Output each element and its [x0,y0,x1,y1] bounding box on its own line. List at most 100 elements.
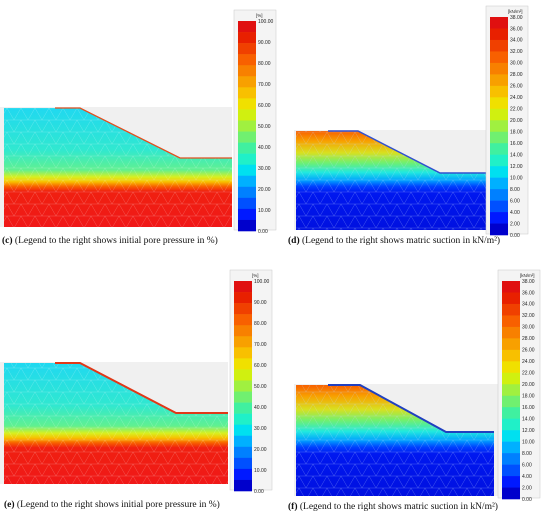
legend-tick-label: 8.00 [510,187,520,193]
legend-color-swatch [238,21,256,33]
panel-e-slope-surface [55,362,228,414]
legend-tick-label: 80.00 [258,61,271,67]
legend-color-swatch [234,347,252,359]
legend-color-swatch [502,349,520,362]
legend-tick-label: 0.00 [510,233,520,239]
legend-tick-label: 4.00 [522,474,532,480]
panel-d-caption: (d) (Legend to the right shows matric su… [288,236,500,246]
panel-e-caption-letter: (e) [4,500,15,510]
legend-color-swatch [238,142,256,154]
legend-tick-label: 32.00 [510,49,523,55]
legend-tick-label: 0.00 [258,229,268,235]
legend-color-swatch [234,281,252,293]
panel-d-slope-surface [328,130,486,174]
panel-c-caption-letter: (c) [2,236,13,246]
legend-color-swatch [234,424,252,437]
legend-color-swatch [490,74,508,87]
legend-color-swatch [238,32,256,44]
legend-color-swatch [502,441,520,454]
panel-f-legend: [kN/m²]38.00 36.00 34.00 32.00 30.00 28.00 26.… [497,269,541,503]
legend-tick-label: 12.00 [522,428,535,434]
legend-color-swatch [502,326,520,339]
legend-color-swatch [490,85,508,98]
legend-color-swatch [234,446,252,459]
panel-d: [kN/m²] 38.00 36.00 34.00 32.00 30.00 28.00 26.… [278,0,550,258]
legend-tick-label: 30.00 [510,61,523,67]
legend-color-swatch [238,54,256,66]
legend-color-swatch [502,487,520,500]
legend-tick-label: 24.00 [510,95,523,101]
panel-c: [%] 100.00 90.00 80.00 70.00 60.00 50.00 40.00 3… [0,0,277,258]
legend-tick-label: 40.00 [254,405,267,411]
legend-color-swatch [490,120,508,133]
legend-color-swatch [238,164,256,177]
panel-f-caption: (f) (Legend to the right shows matric su… [288,502,498,512]
legend-color-swatch [234,391,252,403]
legend-tick-label: 0.00 [522,497,532,503]
legend-tick-label: 30.00 [254,426,267,432]
legend-color-swatch [238,76,256,88]
legend-tick-label: 90.00 [254,300,267,306]
legend-tick-label: 36.00 [522,290,535,296]
panel-e-caption: (e) (Legend to the right shows initial p… [4,500,220,510]
panel-f-caption-letter: (f) [288,502,298,512]
panel-d-legend: [kN/m²]38.00 36.00 34.00 32.00 30.00 28.00 26.… [485,5,529,239]
legend-color-swatch [490,189,508,201]
legend-tick-label: 100.00 [258,19,274,25]
legend-color-swatch [238,65,256,77]
legend-color-swatch [238,175,256,188]
legend-tick-label: 32.00 [522,313,535,319]
legend-color-swatch [234,457,252,470]
legend-color-swatch [502,464,520,477]
legend-tick-label: 30.00 [522,325,535,331]
legend-color-swatch [490,177,508,190]
legend-tick-label: 20.00 [254,447,267,453]
panel-d-caption-text: (Legend to the right shows matric suctio… [299,236,501,246]
legend-color-swatch [490,97,508,110]
legend-tick-label: 60.00 [254,363,267,369]
legend-color-swatch [502,281,520,293]
legend-color-swatch [502,453,520,465]
legend-tick-label: 8.00 [522,451,532,457]
legend-color-swatch [238,43,256,55]
legend-tick-label: 36.00 [510,26,523,32]
legend-tick-label: 4.00 [510,210,520,216]
panel-e-figure: [%]100.00 90.00 80.00 70.00 60.00 50.00 40.00 3… [0,269,273,495]
legend-color-swatch [238,197,256,210]
legend-tick-label: 6.00 [510,198,520,204]
legend-color-swatch [234,369,252,381]
legend-unit-label: [%] [256,13,263,18]
panel-c-caption-text: (Legend to the right shows initial pore … [12,236,218,246]
legend-tick-label: 20.00 [258,187,271,193]
legend-color-swatch [502,292,520,305]
legend-color-swatch [238,153,256,165]
panel-c-legend: [%]100.00 90.00 80.00 70.00 60.00 50.00 40.00 3… [233,9,277,235]
legend-color-swatch [490,154,508,167]
legend-tick-label: 26.00 [510,84,523,90]
legend-color-swatch [490,131,508,144]
legend-color-swatch [238,208,256,221]
legend-tick-label: 18.00 [522,394,535,400]
legend-color-swatch [502,303,520,316]
legend-color-swatch [238,186,256,199]
legend-tick-label: 38.00 [522,279,535,285]
legend-color-swatch [490,108,508,121]
legend-tick-label: 10.00 [510,175,523,181]
legend-tick-label: 22.00 [522,371,535,377]
legend-tick-label: 26.00 [522,348,535,354]
panel-c-caption: (c) (Legend to the right shows initial p… [2,236,218,246]
legend-color-swatch [234,402,252,414]
legend-color-swatch [502,372,520,385]
legend-color-swatch [490,143,508,155]
legend-color-swatch [234,292,252,304]
legend-tick-label: 90.00 [258,40,271,46]
legend-color-swatch [502,315,520,328]
legend-unit-label: [kN/m²] [520,273,535,278]
legend-tick-label: 40.00 [258,145,271,151]
legend-tick-label: 10.00 [522,439,535,445]
legend-color-swatch [490,166,508,178]
legend-color-swatch [490,200,508,213]
legend-tick-label: 22.00 [510,107,523,113]
legend-tick-label: 6.00 [522,462,532,468]
legend-color-swatch [502,407,520,419]
